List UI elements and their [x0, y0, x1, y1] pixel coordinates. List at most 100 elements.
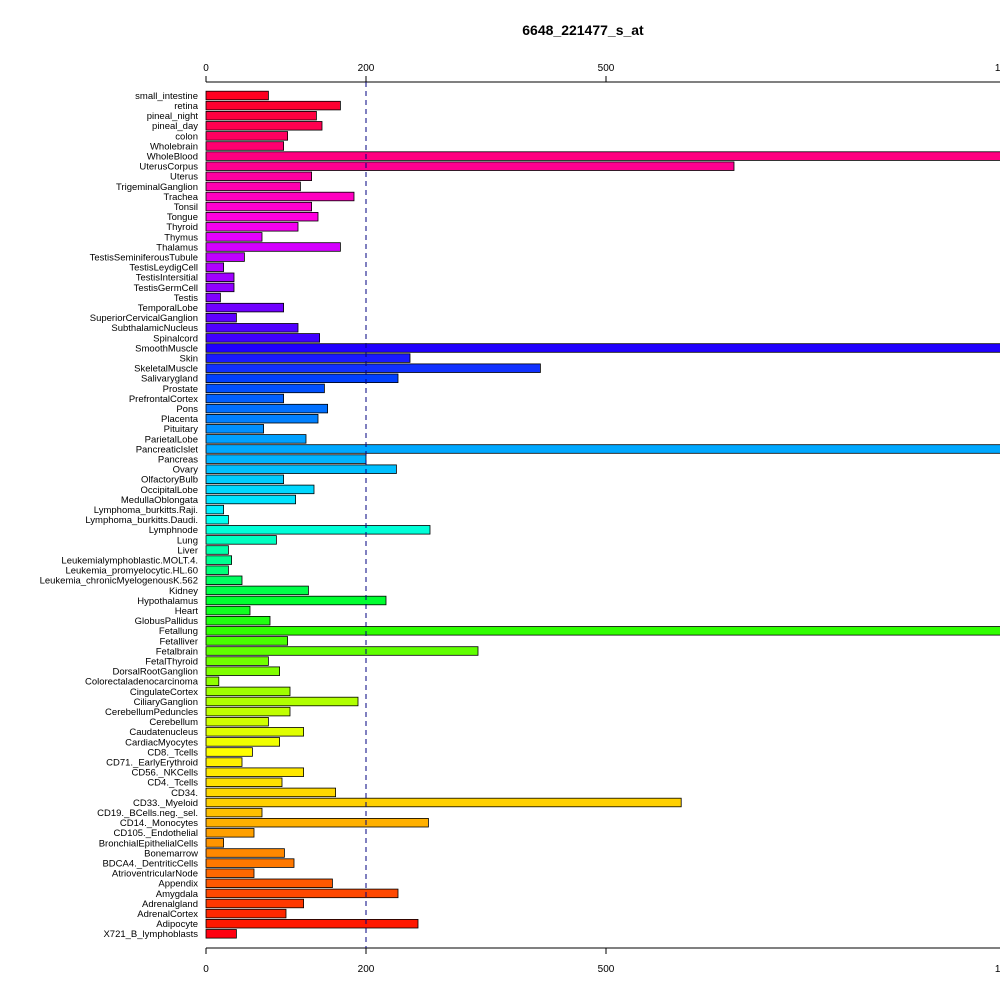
- top-x-axis: 020050010001500: [203, 63, 1000, 83]
- category-label: Liver: [177, 545, 198, 556]
- category-label: Lymphoma_burkitts.Daudi.: [85, 515, 198, 526]
- bar: [205, 252, 245, 262]
- category-label: Fetalliver: [159, 636, 198, 647]
- bar: [205, 737, 280, 747]
- chart-title: 6648_221477_s_at: [522, 22, 644, 38]
- category-label: WholeBlood: [147, 152, 198, 163]
- bar: [205, 888, 399, 899]
- category-label: CD34.: [171, 788, 198, 799]
- category-label: CD33._Myeloid: [133, 798, 198, 809]
- category-label: Hypothalamus: [137, 596, 198, 607]
- category-label: Lymphnode: [149, 525, 198, 536]
- bar: [205, 595, 387, 606]
- category-label: retina: [174, 101, 198, 112]
- category-label: Adrenalgland: [142, 899, 198, 910]
- category-label: CD19._BCells.neg._sel.: [97, 808, 198, 819]
- bar: [205, 717, 269, 727]
- category-label: Cerebellum: [149, 717, 198, 728]
- bar: [205, 908, 287, 919]
- category-label: Tonsil: [174, 202, 198, 213]
- bar: [205, 444, 1000, 454]
- category-label: Fetallung: [159, 626, 198, 637]
- bar: [205, 575, 243, 586]
- bars-group: [205, 90, 1000, 939]
- bar: [205, 131, 288, 141]
- bar: [205, 636, 288, 646]
- category-label: TestisLeydigCell: [129, 263, 198, 274]
- category-label: Thalamus: [156, 242, 198, 253]
- bar: [205, 403, 328, 414]
- category-label: Pancreas: [158, 455, 198, 466]
- bar: [205, 555, 233, 565]
- category-label: pineal_night: [147, 111, 199, 122]
- category-label: TestisSeminiferousTubule: [90, 253, 198, 264]
- bar: [205, 686, 291, 697]
- category-label: CD71._EarlyErythroid: [106, 758, 198, 769]
- bar: [205, 504, 225, 515]
- bar: [205, 100, 341, 111]
- bar: [205, 484, 315, 495]
- category-label: CD14._Monocytes: [120, 818, 198, 829]
- bar: [205, 616, 271, 626]
- category-label: ParietalLobe: [145, 434, 198, 445]
- bar: [205, 545, 229, 555]
- bar: [205, 373, 399, 384]
- bar: [205, 757, 243, 767]
- bar: [205, 919, 419, 929]
- category-label: Wholebrain: [150, 141, 198, 152]
- bar: [205, 676, 220, 687]
- bar: [205, 171, 312, 182]
- category-label: Uterus: [170, 172, 198, 183]
- bar: [205, 807, 263, 818]
- category-label: Thyroid: [166, 222, 198, 233]
- bar: [205, 353, 411, 363]
- category-label: CardiacMyocytes: [125, 737, 198, 748]
- category-label: Adipocyte: [156, 919, 198, 930]
- category-label: TemporalLobe: [138, 303, 198, 314]
- category-label: TestisGermCell: [134, 283, 198, 294]
- bar: [205, 191, 355, 202]
- category-label: AtrioventricularNode: [112, 869, 198, 880]
- category-label: DorsalRootGanglion: [112, 667, 198, 678]
- bar: [205, 434, 307, 444]
- bar: [205, 797, 682, 808]
- bar: [205, 272, 235, 283]
- bar: [205, 858, 295, 868]
- category-label: TestisIntersitial: [136, 273, 198, 284]
- category-label: Caudatenucleus: [129, 727, 198, 738]
- bar: [205, 343, 1000, 353]
- bar: [205, 413, 319, 424]
- bar: [205, 464, 397, 474]
- bar: [205, 828, 255, 838]
- category-label: TrigeminalGanglion: [116, 182, 198, 193]
- bar: [205, 626, 1000, 636]
- bar: [205, 818, 429, 828]
- category-label: Lung: [177, 535, 198, 546]
- category-label: SmoothMuscle: [135, 343, 198, 354]
- top-axis-tick-label: 0: [203, 63, 209, 74]
- category-label: BDCA4._DentriticCells: [102, 859, 198, 870]
- bar: [205, 393, 284, 404]
- category-label: Appendix: [158, 879, 198, 890]
- category-label: X721_B_lymphoblasts: [103, 929, 198, 940]
- bar: [205, 312, 237, 323]
- category-label: CD56._NKCells: [131, 768, 198, 779]
- bottom-axis-tick-label: 1000: [995, 964, 1000, 975]
- category-label: PrefrontalCortex: [129, 394, 198, 405]
- category-label: CD4._Tcells: [147, 778, 198, 789]
- bar: [205, 90, 269, 101]
- bar: [205, 161, 735, 171]
- category-label: Kidney: [169, 586, 198, 597]
- category-label: FetalThyroid: [145, 657, 198, 668]
- category-label: Placenta: [161, 414, 199, 425]
- category-label: BronchialEpithelialCells: [99, 838, 199, 849]
- bar: [205, 525, 431, 535]
- category-label: Ovary: [173, 465, 199, 476]
- category-label: Testis: [174, 293, 199, 304]
- bar: [205, 292, 221, 303]
- bar: [205, 787, 337, 798]
- bar: [205, 767, 304, 777]
- category-label: Prostate: [163, 384, 198, 395]
- bar: [205, 211, 319, 222]
